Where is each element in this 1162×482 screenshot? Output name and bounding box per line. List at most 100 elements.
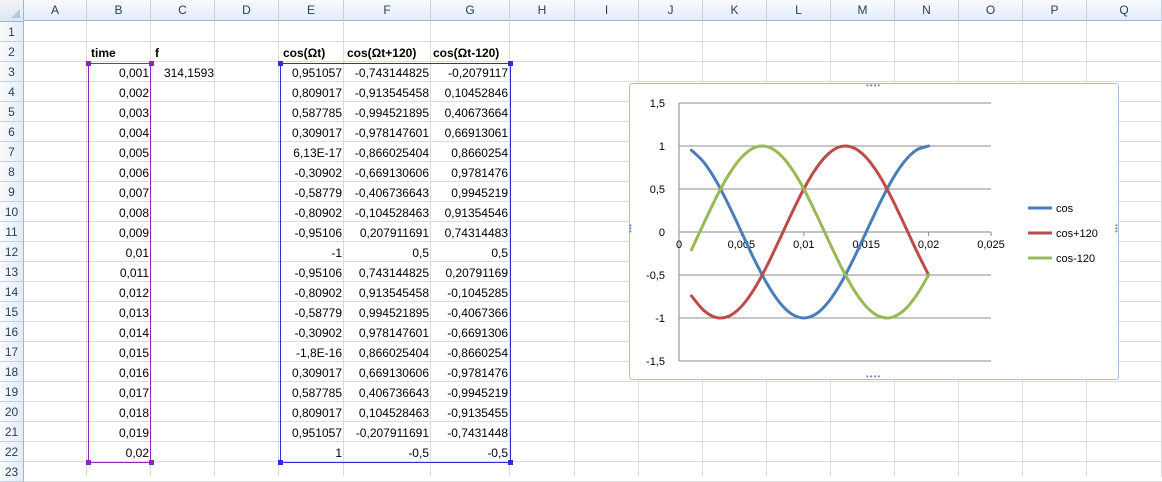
row-header-4[interactable]: 4	[0, 82, 24, 102]
cos-minus-120-cell[interactable]: 0,9781476	[451, 166, 508, 180]
column-header-p[interactable]: P	[1023, 0, 1087, 21]
cos-cell[interactable]: 0,809017	[291, 406, 342, 420]
row-header-20[interactable]: 20	[0, 402, 24, 422]
cos-minus-120-cell[interactable]: 0,74314483	[444, 226, 508, 240]
cos-cell[interactable]: 0,951057	[291, 426, 342, 440]
cos-cell[interactable]: 0,587785	[291, 106, 342, 120]
cos-minus-120-cell[interactable]: -0,5	[487, 446, 508, 460]
selection-handle[interactable]	[149, 460, 154, 465]
time-cell[interactable]: 0,004	[118, 126, 149, 140]
column-header-f[interactable]: F	[344, 0, 431, 21]
cos-cell[interactable]: 0,587785	[291, 386, 342, 400]
selection-handle[interactable]	[278, 61, 283, 66]
time-cell[interactable]: 0,005	[118, 146, 149, 160]
row-header-18[interactable]: 18	[0, 362, 24, 382]
cos-plus-120-cell[interactable]: -0,978147601	[354, 126, 429, 140]
cos-minus-120-cell[interactable]: -0,9135455	[447, 406, 508, 420]
cos-plus-120-cell[interactable]: 0,207911691	[359, 226, 429, 240]
cos-minus-120-cell[interactable]: -0,6691306	[447, 326, 508, 340]
time-cell[interactable]: 0,012	[118, 286, 149, 300]
selection-handle[interactable]	[86, 460, 91, 465]
cos-plus-120-cell[interactable]: -0,866025404	[354, 146, 429, 160]
cos-minus-120-cell[interactable]: -0,4067366	[447, 306, 508, 320]
cos-minus-120-cell[interactable]: 0,66913061	[444, 126, 508, 140]
row-header-17[interactable]: 17	[0, 342, 24, 362]
row-header-2[interactable]: 2	[0, 42, 24, 62]
cos-minus-120-cell[interactable]: -0,8660254	[447, 346, 508, 360]
cos-cell[interactable]: -0,95106	[294, 266, 342, 280]
header-time[interactable]: time	[91, 46, 116, 60]
cos-minus-120-cell[interactable]: 0,8660254	[451, 146, 508, 160]
selection-handle[interactable]	[508, 61, 513, 66]
cos-plus-120-cell[interactable]: -0,104528463	[354, 206, 429, 220]
column-header-q[interactable]: Q	[1087, 0, 1162, 21]
select-all-corner[interactable]	[0, 0, 24, 22]
cos-plus-120-cell[interactable]: 0,669130606	[358, 366, 429, 380]
line-chart[interactable]: •••• •••• • • • • • • 1,5 1 0,5 0 -0,5 -1 -1,5 0 0,0…	[629, 81, 1119, 381]
cos-minus-120-cell[interactable]: -0,9781476	[447, 366, 508, 380]
column-header-e[interactable]: E	[279, 0, 344, 21]
cos-cell[interactable]: -0,30902	[294, 326, 342, 340]
header-cos-plus-120[interactable]: cos(Ωt+120)	[347, 46, 417, 60]
time-cell[interactable]: 0,007	[118, 186, 149, 200]
cos-cell[interactable]: 6,13E-17	[293, 146, 342, 160]
column-header-i[interactable]: I	[575, 0, 639, 21]
column-header-o[interactable]: O	[959, 0, 1023, 21]
selection-handle[interactable]	[278, 460, 283, 465]
cos-plus-120-cell[interactable]: -0,406736643	[354, 186, 429, 200]
cos-plus-120-cell[interactable]: 0,978147601	[358, 326, 429, 340]
cos-minus-120-cell[interactable]: -0,7431448	[447, 426, 508, 440]
cos-plus-120-cell[interactable]: 0,406736643	[358, 386, 429, 400]
f-value-cell[interactable]: 314,1593	[163, 66, 214, 80]
cos-cell[interactable]: -1,8E-16	[295, 346, 342, 360]
row-header-21[interactable]: 21	[0, 422, 24, 442]
time-cell[interactable]: 0,015	[118, 346, 149, 360]
row-header-8[interactable]: 8	[0, 162, 24, 182]
cos-plus-120-cell[interactable]: -0,5	[408, 446, 429, 460]
row-header-5[interactable]: 5	[0, 102, 24, 122]
selection-handle[interactable]	[508, 460, 513, 465]
header-cos[interactable]: cos(Ωt)	[283, 46, 326, 60]
cos-minus-120-cell[interactable]: 0,20791169	[445, 266, 508, 280]
row-header-15[interactable]: 15	[0, 302, 24, 322]
time-cell[interactable]: 0,001	[118, 66, 149, 80]
row-header-6[interactable]: 6	[0, 122, 24, 142]
cos-minus-120-cell[interactable]: 0,9945219	[451, 186, 508, 200]
resize-grip-bottom[interactable]: ••••	[866, 372, 882, 381]
cos-minus-120-cell[interactable]: 0,5	[491, 246, 508, 260]
row-header-12[interactable]: 12	[0, 242, 24, 262]
cos-minus-120-cell[interactable]: 0,40673664	[444, 106, 508, 120]
cos-plus-120-cell[interactable]: 0,743144825	[358, 266, 429, 280]
column-header-h[interactable]: H	[510, 0, 575, 21]
row-header-3[interactable]: 3	[0, 62, 24, 82]
row-header-16[interactable]: 16	[0, 322, 24, 342]
time-cell[interactable]: 0,006	[118, 166, 149, 180]
resize-grip-top[interactable]: ••••	[866, 81, 882, 90]
time-cell[interactable]: 0,008	[118, 206, 149, 220]
row-header-14[interactable]: 14	[0, 282, 24, 302]
column-header-g[interactable]: G	[431, 0, 510, 21]
cos-plus-120-cell[interactable]: 0,104528463	[358, 406, 429, 420]
cos-minus-120-cell[interactable]: 0,91354546	[444, 206, 508, 220]
row-header-9[interactable]: 9	[0, 182, 24, 202]
time-cell[interactable]: 0,011	[119, 266, 149, 280]
column-header-d[interactable]: D	[215, 0, 279, 21]
cos-plus-120-cell[interactable]: 0,866025404	[358, 346, 429, 360]
selection-handle[interactable]	[149, 61, 154, 66]
cos-plus-120-cell[interactable]: -0,994521895	[354, 106, 429, 120]
cos-cell[interactable]: -1	[331, 246, 342, 260]
cos-plus-120-cell[interactable]: -0,743144825	[354, 66, 429, 80]
cos-cell[interactable]: 0,309017	[291, 366, 342, 380]
cos-plus-120-cell[interactable]: -0,913545458	[354, 86, 429, 100]
resize-grip-right[interactable]: • • •	[1115, 221, 1119, 236]
cos-cell[interactable]: -0,80902	[294, 206, 342, 220]
row-header-1[interactable]: 1	[0, 22, 24, 42]
row-header-11[interactable]: 11	[0, 222, 24, 242]
cos-cell[interactable]: -0,58779	[294, 186, 342, 200]
cos-minus-120-cell[interactable]: 0,10452846	[444, 86, 508, 100]
cos-cell[interactable]: -0,58779	[294, 306, 342, 320]
row-header-10[interactable]: 10	[0, 202, 24, 222]
cos-plus-120-cell[interactable]: -0,207911691	[355, 426, 429, 440]
column-header-j[interactable]: J	[639, 0, 703, 21]
time-cell[interactable]: 0,009	[118, 226, 149, 240]
